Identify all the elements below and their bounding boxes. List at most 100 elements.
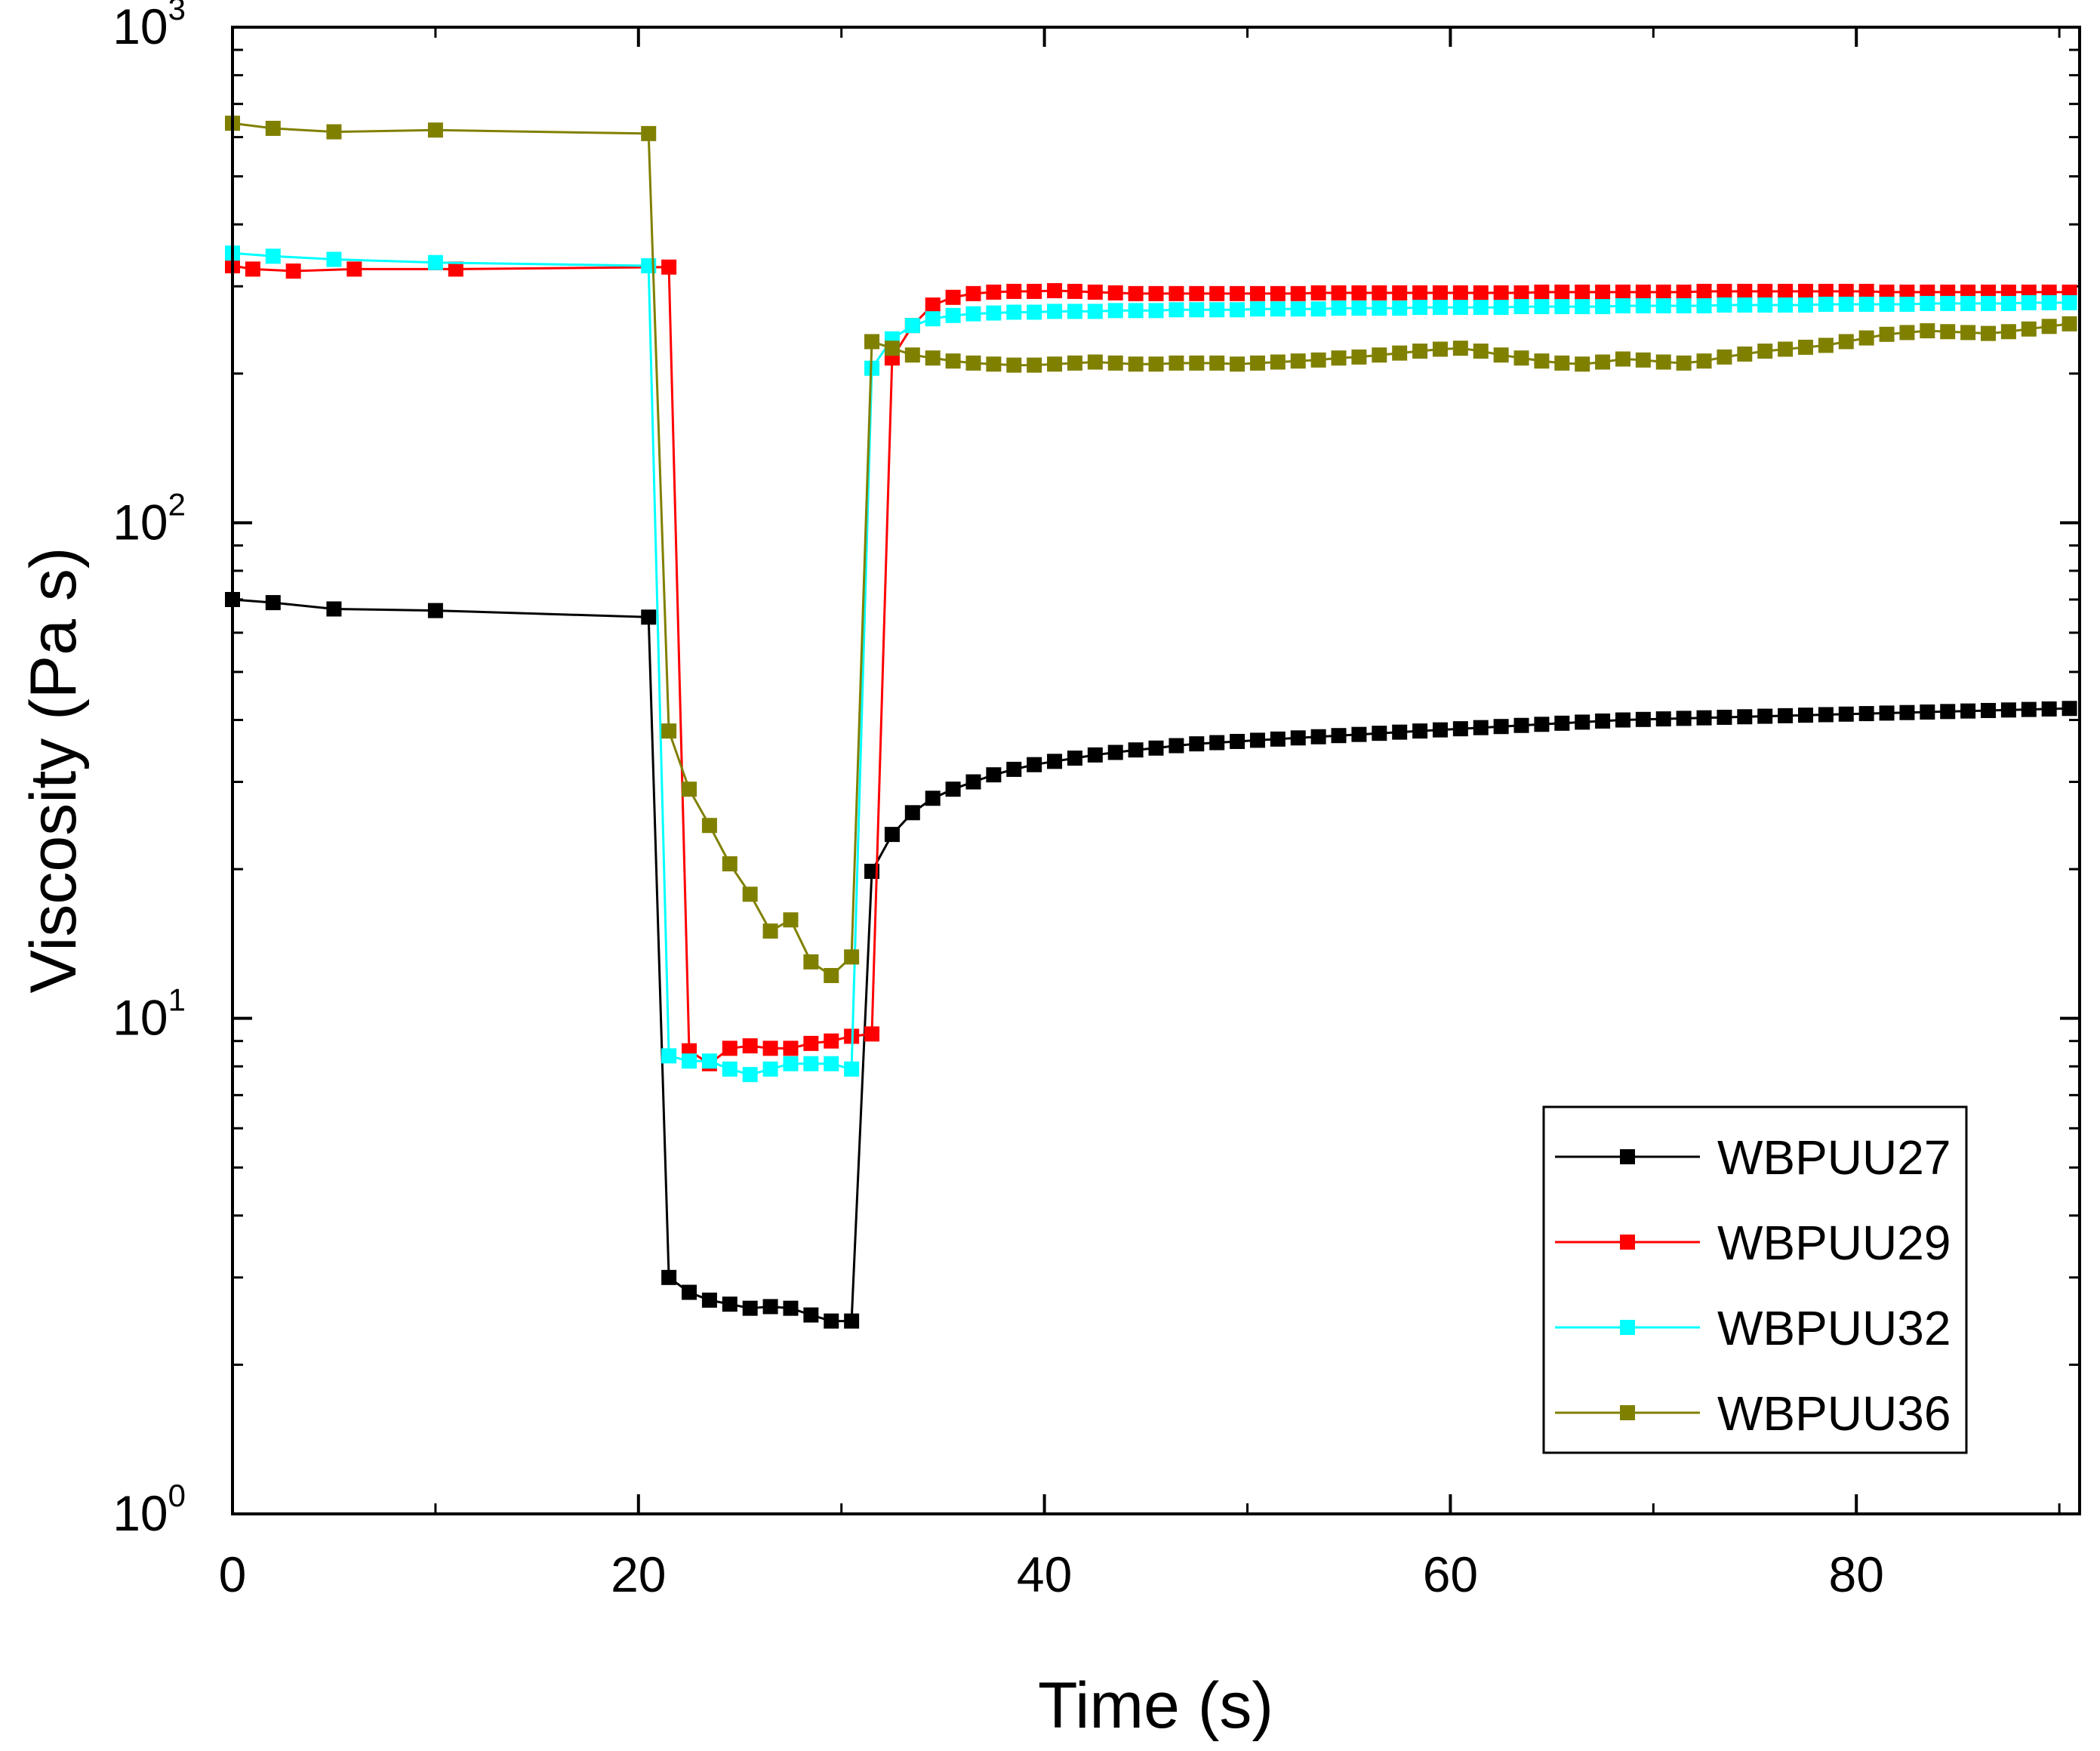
data-point [1270, 354, 1286, 370]
data-point [427, 603, 443, 618]
data-point [1879, 284, 1895, 300]
data-point [1047, 356, 1063, 372]
data-point [742, 1038, 758, 1054]
data-point [1107, 303, 1123, 319]
data-point [346, 261, 362, 277]
data-point [661, 1269, 677, 1285]
data-point [1920, 284, 1935, 300]
data-point [742, 886, 758, 902]
data-point [1513, 285, 1529, 301]
data-point [1270, 285, 1286, 301]
data-point [1838, 296, 1854, 312]
data-point [1655, 298, 1671, 314]
data-point [1554, 715, 1570, 731]
data-point [803, 1035, 819, 1051]
data-point [1595, 354, 1611, 370]
data-point [1655, 284, 1671, 300]
data-point [661, 259, 677, 275]
data-point [326, 601, 342, 617]
data-point [986, 356, 1002, 372]
data-point [722, 856, 737, 872]
data-point [1940, 284, 1956, 300]
data-point [1148, 303, 1164, 319]
data-point [1452, 721, 1468, 737]
data-point [1209, 735, 1225, 751]
data-point [1534, 284, 1550, 300]
data-point [1107, 355, 1123, 371]
data-point [1858, 706, 1874, 722]
data-point [762, 1040, 778, 1056]
series-WBPUU27 [225, 592, 2077, 1329]
data-point [1980, 325, 1996, 341]
data-point [1797, 707, 1813, 723]
data-point [1858, 330, 1874, 346]
data-point [1169, 302, 1184, 318]
data-point [2041, 294, 2057, 310]
data-point [1148, 285, 1164, 301]
data-point [1980, 284, 1996, 300]
data-point [1575, 284, 1590, 300]
data-point [965, 306, 981, 322]
data-point [1087, 304, 1103, 319]
data-point [762, 1061, 778, 1077]
data-point [783, 912, 799, 928]
data-point [1412, 300, 1428, 316]
data-point [641, 609, 657, 625]
data-point [1757, 283, 1773, 299]
data-point [1087, 747, 1103, 763]
data-point [1960, 295, 1976, 311]
data-point [884, 827, 900, 843]
data-point [803, 1056, 819, 1071]
data-point [1432, 722, 1448, 738]
data-point [1757, 344, 1773, 359]
data-point [1392, 345, 1408, 361]
data-point [1717, 297, 1732, 313]
legend-marker [1620, 1149, 1635, 1164]
data-point [1595, 713, 1611, 729]
data-point [1331, 728, 1347, 744]
data-point [1717, 283, 1732, 299]
data-point [1351, 726, 1367, 742]
data-point [824, 1056, 839, 1071]
data-point [1473, 300, 1489, 316]
data-point [1310, 729, 1326, 744]
data-point [1676, 355, 1692, 371]
data-point [945, 781, 961, 797]
data-point [1432, 300, 1448, 316]
data-point [844, 1061, 860, 1077]
data-point [1006, 304, 1022, 320]
data-point [701, 1053, 717, 1069]
data-point [1696, 353, 1712, 369]
data-point [1452, 285, 1468, 301]
data-point [265, 248, 281, 264]
data-point [1067, 283, 1082, 299]
data-point [1595, 299, 1611, 315]
y-axis-title: Viscosity (Pa s) [17, 547, 90, 994]
series-WBPUU36 [225, 116, 2077, 983]
data-point [884, 341, 900, 356]
data-point [1189, 355, 1205, 371]
data-point [1676, 298, 1692, 314]
data-point [1047, 304, 1063, 319]
legend-item-WBPUU27: WBPUU27 [1555, 1130, 1951, 1185]
data-point [762, 923, 778, 939]
x-tick-label: 20 [611, 1546, 666, 1602]
data-point [1473, 344, 1489, 359]
data-point [1310, 285, 1326, 301]
data-point [1006, 283, 1022, 299]
data-point [1047, 282, 1063, 298]
data-point [762, 1299, 778, 1315]
data-point [1838, 283, 1854, 299]
plot-frame [231, 26, 2081, 1515]
data-point [1027, 757, 1042, 772]
data-point [1290, 285, 1306, 301]
data-point [1838, 706, 1854, 722]
legend-box [1542, 1105, 1968, 1454]
data-point [783, 1300, 799, 1316]
data-point [245, 261, 260, 277]
data-point [1249, 301, 1265, 317]
data-point [1595, 284, 1611, 300]
data-point [1778, 341, 1794, 357]
